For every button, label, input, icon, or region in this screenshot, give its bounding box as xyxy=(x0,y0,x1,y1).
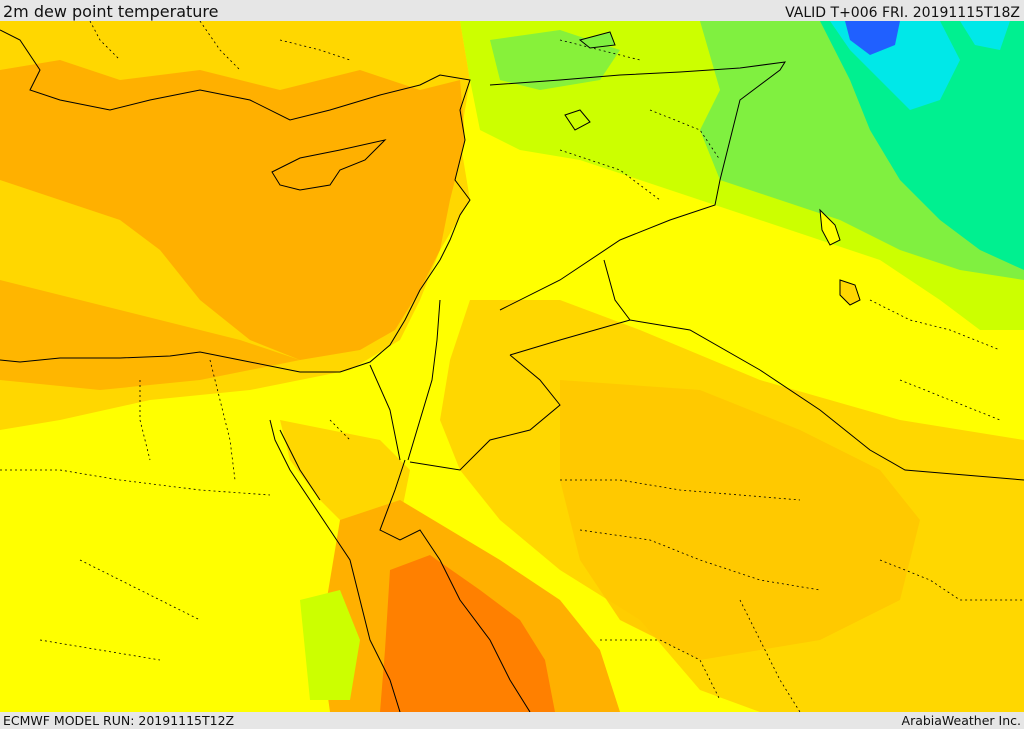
border-syria-iraq xyxy=(489,61,786,311)
coast-cyprus xyxy=(271,139,387,191)
lake-north xyxy=(564,109,591,131)
credit-label: ArabiaWeather Inc. xyxy=(901,713,1021,728)
coast-redsea-west xyxy=(269,419,401,712)
map-canvas xyxy=(0,21,1024,712)
field-teal-ne xyxy=(820,21,1024,270)
map-title: 2m dew point temperature xyxy=(3,2,219,21)
coast-gulf-suez xyxy=(279,429,321,501)
field-blue-ne xyxy=(845,21,900,55)
border-israel-jordan xyxy=(407,299,441,461)
border-jordan-iraq xyxy=(603,259,631,321)
field-orange-arabia xyxy=(560,380,920,660)
coast-gulf xyxy=(819,208,841,246)
border-jordan-saudi xyxy=(509,319,1024,481)
field-yellow-green-sw xyxy=(300,590,360,700)
dew-point-map[interactable] xyxy=(0,21,1024,712)
coast-gulf-islands xyxy=(839,279,861,306)
field-orange-med-south xyxy=(0,280,300,390)
coast-levant-turkey xyxy=(0,29,471,373)
admin-borders xyxy=(0,21,1024,712)
border-egypt-israel xyxy=(369,364,401,461)
field-orange-med xyxy=(0,60,465,360)
coast-redsea-east xyxy=(379,459,531,712)
valid-time-label: VALID T+006 FRI. 20191115T18Z xyxy=(785,5,1020,21)
header-bar: 2m dew point temperature VALID T+006 FRI… xyxy=(0,0,1024,21)
field-deep-orange-redsea xyxy=(380,555,555,712)
footer-bar: ECMWF MODEL RUN: 20191115T12Z ArabiaWeat… xyxy=(0,712,1024,729)
lake-north-east xyxy=(578,31,616,49)
border-jordan-south xyxy=(409,354,561,471)
model-run-label: ECMWF MODEL RUN: 20191115T12Z xyxy=(3,713,235,728)
field-cyan-ne-right xyxy=(960,21,1010,50)
